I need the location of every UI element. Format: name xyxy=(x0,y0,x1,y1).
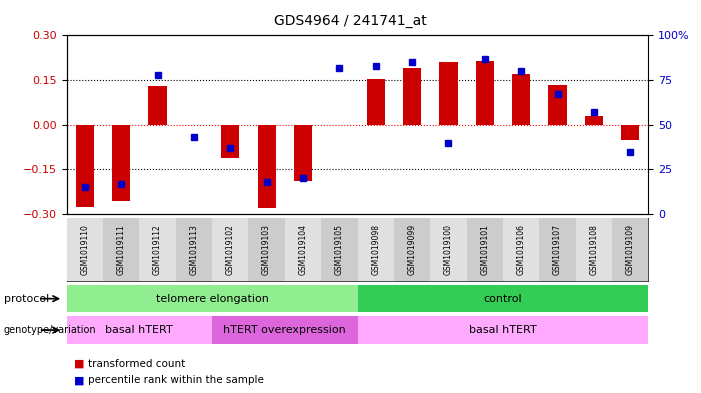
Text: protocol: protocol xyxy=(4,294,49,304)
Text: GSM1019100: GSM1019100 xyxy=(444,224,453,275)
Text: control: control xyxy=(484,294,522,304)
Text: GSM1019105: GSM1019105 xyxy=(335,224,343,275)
Bar xyxy=(76,125,94,207)
Bar xyxy=(112,125,130,201)
Bar xyxy=(621,125,639,140)
Text: GDS4964 / 241741_at: GDS4964 / 241741_at xyxy=(274,14,427,28)
Text: basal hTERT: basal hTERT xyxy=(105,325,173,335)
Text: GSM1019110: GSM1019110 xyxy=(81,224,89,275)
Text: GSM1019102: GSM1019102 xyxy=(226,224,235,275)
Bar xyxy=(585,116,603,125)
Text: GSM1019107: GSM1019107 xyxy=(553,224,562,275)
Bar xyxy=(476,61,494,125)
Text: GSM1019108: GSM1019108 xyxy=(590,224,599,275)
Bar xyxy=(548,84,566,125)
Bar xyxy=(149,86,167,125)
Text: GSM1019111: GSM1019111 xyxy=(116,224,125,275)
Bar xyxy=(512,74,530,125)
Text: hTERT overexpression: hTERT overexpression xyxy=(224,325,346,335)
Text: ■: ■ xyxy=(74,375,84,386)
Bar xyxy=(294,125,312,182)
Bar xyxy=(440,62,458,125)
Bar xyxy=(403,68,421,125)
Text: GSM1019099: GSM1019099 xyxy=(407,224,416,275)
Text: GSM1019098: GSM1019098 xyxy=(372,224,380,275)
Text: ■: ■ xyxy=(74,358,84,369)
Text: GSM1019113: GSM1019113 xyxy=(189,224,198,275)
Text: percentile rank within the sample: percentile rank within the sample xyxy=(88,375,264,386)
Text: GSM1019109: GSM1019109 xyxy=(626,224,634,275)
Text: basal hTERT: basal hTERT xyxy=(469,325,537,335)
Bar xyxy=(221,125,239,158)
Text: GSM1019106: GSM1019106 xyxy=(517,224,526,275)
Text: transformed count: transformed count xyxy=(88,358,185,369)
Text: GSM1019104: GSM1019104 xyxy=(299,224,308,275)
Text: GSM1019103: GSM1019103 xyxy=(262,224,271,275)
Text: telomere elongation: telomere elongation xyxy=(156,294,268,304)
Text: GSM1019112: GSM1019112 xyxy=(153,224,162,275)
Text: genotype/variation: genotype/variation xyxy=(4,325,96,335)
Bar xyxy=(257,125,275,208)
Text: GSM1019101: GSM1019101 xyxy=(480,224,489,275)
Bar xyxy=(367,79,385,125)
